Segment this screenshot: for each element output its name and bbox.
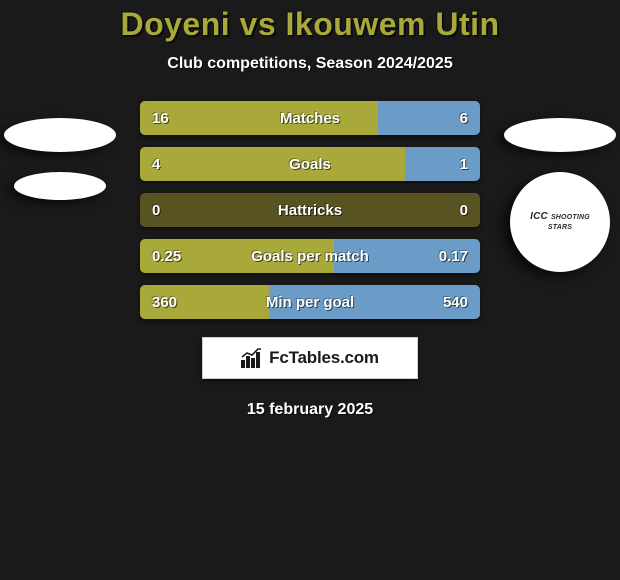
page-title: Doyeni vs Ikouwem Utin [0, 6, 620, 43]
left-badge-1 [4, 118, 116, 152]
stat-value-left: 0.25 [140, 239, 193, 273]
stat-value-right: 1 [448, 147, 480, 181]
stat-row: 41Goals [140, 147, 480, 181]
chart-icon [241, 348, 263, 368]
stat-row: 0 0Hattricks [140, 193, 480, 227]
stat-row: 0.250.17Goals per match [140, 239, 480, 273]
stat-value-right: 6 [448, 101, 480, 135]
stat-value-right: 540 [431, 285, 480, 319]
stats-chart: 166Matches41Goals00Hattricks0.250.17Goal… [140, 101, 480, 319]
right-badge-text-top: ICC [530, 211, 548, 222]
comparison-infographic: Doyeni vs Ikouwem Utin Club competitions… [0, 0, 620, 580]
stat-label: Hattricks [140, 193, 480, 227]
stat-value-left: 0 [140, 193, 172, 227]
stat-row: 360540Min per goal [140, 285, 480, 319]
left-team-badges [0, 118, 120, 200]
right-badge-2: ICC SHOOTING STARS [510, 172, 610, 272]
brand-text: FcTables.com [269, 348, 379, 368]
date-label: 15 february 2025 [0, 401, 620, 419]
stat-row: 166Matches [140, 101, 480, 135]
stat-value-left: 16 [140, 101, 181, 135]
stat-value-left: 4 [140, 147, 172, 181]
stat-value-right: 0 [448, 193, 480, 227]
stat-bar-left [140, 147, 405, 181]
right-badge-1 [504, 118, 616, 152]
stat-value-left: 360 [140, 285, 189, 319]
stat-value-right: 0.17 [427, 239, 480, 273]
right-team-badges: ICC SHOOTING STARS [500, 118, 620, 272]
right-badge-text-bottom: SHOOTING STARS [548, 214, 590, 232]
brand-tag: FcTables.com [202, 337, 418, 379]
left-badge-2 [14, 172, 106, 200]
subtitle: Club competitions, Season 2024/2025 [0, 55, 620, 73]
